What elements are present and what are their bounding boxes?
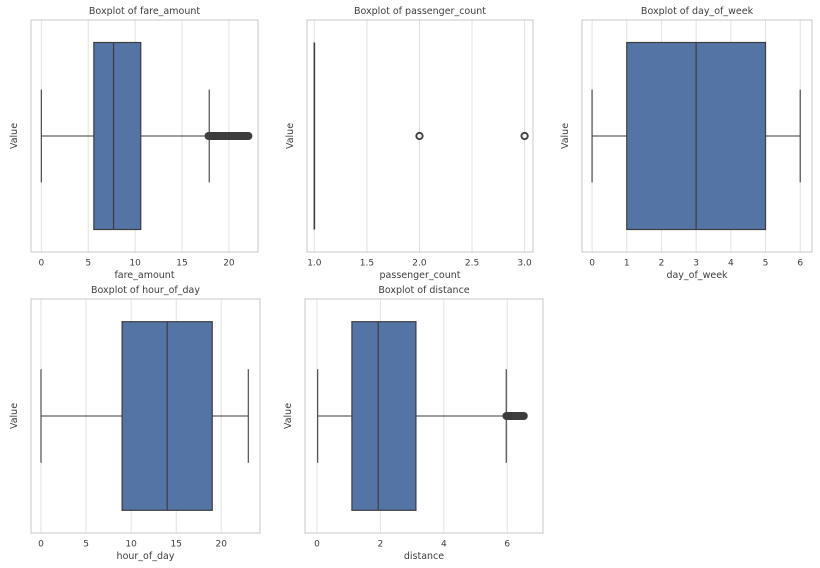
x-tick-label: 2.0 — [412, 259, 427, 269]
x-tick-label: 20 — [223, 259, 235, 269]
subplot-title: Boxplot of distance — [378, 285, 469, 296]
subplot-title: Boxplot of day_of_week — [641, 6, 754, 17]
x-tick-label: 1 — [624, 259, 630, 269]
x-tick-label: 0 — [38, 540, 44, 550]
subplot-title: Boxplot of fare_amount — [89, 6, 200, 17]
box — [93, 41, 142, 231]
x-tick-label: 0 — [38, 259, 44, 269]
y-axis-label: Value — [285, 123, 296, 149]
x-tick-label: 2 — [378, 540, 384, 550]
x-tick-label: 5 — [83, 540, 89, 550]
x-tick-label: 6 — [797, 259, 803, 269]
x-tick-label: 10 — [125, 540, 137, 550]
y-axis-label: Value — [283, 403, 294, 429]
x-tick-label: 3 — [693, 259, 699, 269]
subplot-fare_amount: Boxplot of fare_amount 0 5 10 15 20 fare_amoun… — [9, 6, 259, 281]
x-tick-label: 15 — [170, 540, 181, 550]
x-tick-label: 1.5 — [360, 259, 374, 269]
x-axis-label: distance — [404, 551, 444, 562]
plot-frame — [581, 19, 813, 253]
x-tick-label: 6 — [504, 540, 510, 550]
x-tick-label: 4 — [441, 540, 447, 550]
plot-frame — [304, 298, 544, 534]
subplot-passenger_count: Boxplot of passenger_count 1.0 1.5 2.0 2.5 3.… — [285, 6, 534, 281]
plot-frame — [30, 298, 261, 534]
plot-frame — [30, 19, 259, 253]
x-tick-label: 4 — [728, 259, 734, 269]
x-tick-label: 20 — [216, 540, 228, 550]
x-axis-label: fare_amount — [114, 270, 174, 281]
x-tick-label: 3.0 — [517, 259, 532, 269]
x-axis-label: hour_of_day — [117, 551, 175, 562]
plot-frame — [306, 19, 534, 253]
y-axis-label: Value — [9, 123, 20, 149]
subplot-day_of_week: Boxplot of day_of_week 0 1 2 3 4 5 6 day_of_week… — [560, 6, 813, 281]
x-tick-label: 10 — [129, 259, 141, 269]
x-tick-label: 15 — [176, 259, 187, 269]
y-axis-label: Value — [9, 403, 20, 429]
x-axis-label: day_of_week — [666, 270, 728, 281]
x-tick-label: 5 — [85, 259, 91, 269]
x-tick-label: 2.5 — [465, 259, 479, 269]
outlier-point — [520, 131, 529, 141]
x-tick-label: 2 — [659, 259, 665, 269]
subplot-title: Boxplot of hour_of_day — [91, 285, 200, 296]
subplot-hour_of_day: Boxplot of hour_of_day 0 5 10 15 20 hour_of_da… — [9, 285, 261, 562]
x-tick-label: 0 — [589, 259, 595, 269]
x-tick-label: 1.0 — [307, 259, 322, 269]
outlier-strip — [204, 132, 253, 140]
x-tick-label: 0 — [314, 540, 320, 550]
y-axis-label: Value — [560, 123, 571, 149]
subplot-distance: Boxplot of distance 0 2 4 6 distance Value — [283, 285, 544, 562]
x-tick-label: 5 — [763, 259, 769, 269]
outlier-strip — [502, 412, 528, 420]
x-axis-label: passenger_count — [380, 270, 461, 281]
subplot-title: Boxplot of passenger_count — [354, 6, 486, 17]
outlier-point — [415, 131, 424, 141]
box — [351, 321, 417, 511]
